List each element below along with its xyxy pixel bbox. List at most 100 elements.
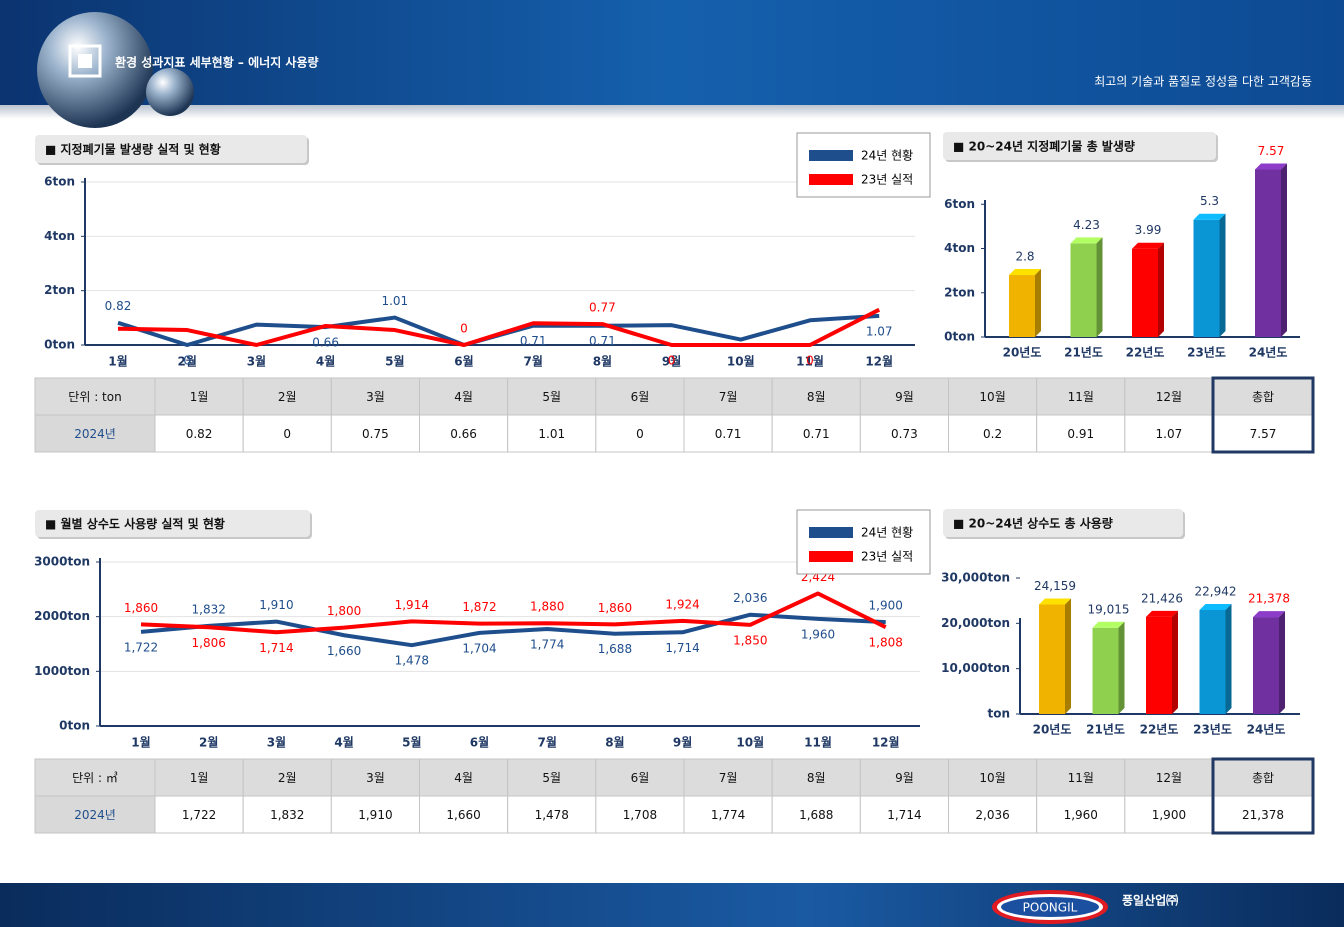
- bar-front: [1146, 616, 1172, 714]
- panel-title: ■ 월별 상수도 사용량 실적 및 현황: [45, 516, 225, 531]
- legend-swatch: [809, 174, 853, 185]
- y-tick-label: 2ton: [944, 285, 975, 299]
- bar-top: [1009, 269, 1041, 276]
- panel-title: ■ 지정폐기물 발생량 실적 및 현황: [45, 142, 221, 157]
- table-value: 0: [283, 427, 291, 441]
- bar: [1009, 269, 1041, 337]
- data-label: 1,960: [801, 627, 835, 641]
- data-label: 21,426: [1141, 591, 1183, 605]
- bar: [1146, 610, 1178, 714]
- table-value: 1,688: [799, 808, 833, 822]
- data-label: 1,660: [327, 644, 361, 658]
- x-tick-label: 5월: [385, 354, 404, 369]
- table-value: 0.91: [1067, 427, 1094, 441]
- bar: [1193, 213, 1226, 337]
- table-header: 3월: [366, 390, 385, 404]
- y-tick-label: 0ton: [59, 719, 90, 733]
- bar-side: [1281, 163, 1287, 337]
- y-tick-label: 30,000ton: [941, 571, 1010, 585]
- table-header: 11월: [1068, 390, 1094, 404]
- x-tick-label: 1월: [131, 735, 150, 750]
- bar-front: [1070, 243, 1097, 337]
- table-cell: [771, 758, 861, 797]
- table-value: 1,660: [446, 808, 480, 822]
- bar: [1039, 598, 1071, 714]
- data-label: 5.3: [1200, 194, 1219, 208]
- data-label: 1,880: [530, 600, 564, 614]
- bar-top: [1039, 598, 1071, 605]
- table-cell: [330, 414, 421, 453]
- data-label: 1,800: [327, 604, 361, 618]
- table-cell: [1124, 758, 1214, 797]
- table-header: 9월: [895, 771, 914, 785]
- table-value: 1.07: [1156, 427, 1183, 441]
- table-cell: [419, 795, 509, 834]
- data-label: 19,015: [1088, 602, 1130, 616]
- y-tick-label: 10,000ton: [941, 661, 1010, 675]
- table-cell: [859, 795, 949, 834]
- bar: [1199, 603, 1232, 714]
- table-value: 21,378: [1242, 808, 1284, 822]
- bar-side: [1065, 598, 1071, 714]
- x-tick-label: 3월: [247, 354, 266, 369]
- data-label: 1,860: [598, 601, 632, 615]
- table-value: 0: [636, 427, 644, 441]
- sphere-small: [146, 68, 194, 116]
- table-value: 1,900: [1152, 808, 1186, 822]
- data-label: 0: [183, 354, 191, 368]
- table-header: 12월: [1156, 771, 1182, 785]
- table-value: 0.73: [891, 427, 918, 441]
- y-tick-label: 4ton: [44, 229, 75, 243]
- table-header: 2월: [278, 390, 297, 404]
- table-header: 6월: [631, 771, 650, 785]
- table-header: 10월: [979, 390, 1005, 404]
- data-label: 1,808: [869, 636, 903, 650]
- panel-title: ■ 20~24년 상수도 총 사용량: [953, 516, 1113, 531]
- table-cell: [683, 758, 773, 797]
- data-label: 0.71: [520, 334, 547, 348]
- bar-side: [1225, 603, 1232, 714]
- legend-label: 23년 실적: [861, 173, 913, 187]
- x-tick-label: 12월: [865, 354, 893, 369]
- table-cell: [419, 377, 509, 416]
- title-icon-inner: [78, 54, 92, 68]
- y-tick-label: 6ton: [944, 197, 975, 211]
- data-label: 22,942: [1195, 584, 1237, 598]
- panel-title-box: [35, 135, 307, 163]
- table-cell: [154, 795, 244, 834]
- y-tick-label: 20,000ton: [941, 616, 1010, 630]
- data-label: 1,924: [665, 597, 699, 611]
- table-value: 2024년: [74, 427, 116, 441]
- table-header: 1월: [190, 771, 209, 785]
- table-header: 4월: [454, 771, 473, 785]
- x-tick-label: 20년도: [1003, 346, 1042, 360]
- table-cell: [1212, 758, 1314, 797]
- series-line: [140, 612, 886, 648]
- data-label: 1,722: [124, 640, 158, 654]
- company-name: 풍일산업㈜: [1122, 893, 1178, 908]
- x-tick-label: 4월: [334, 735, 353, 750]
- data-label: 0.71: [589, 334, 616, 348]
- table-cell: [771, 795, 861, 834]
- table-value: 0.71: [803, 427, 830, 441]
- x-tick-label: 6월: [470, 735, 489, 750]
- bar-side: [1172, 610, 1178, 714]
- x-tick-label: 24년도: [1247, 723, 1286, 737]
- data-label: 1,478: [395, 654, 429, 668]
- bar-front: [1199, 609, 1226, 714]
- data-label: 0: [668, 354, 676, 368]
- data-label: 24,159: [1034, 579, 1076, 593]
- data-label: 0.82: [105, 299, 132, 313]
- data-label: 1,900: [869, 599, 903, 613]
- table-cell: [683, 377, 773, 416]
- table-cell: [242, 414, 332, 453]
- x-tick-label: 11월: [796, 354, 824, 369]
- table-cell: [948, 758, 1038, 797]
- total-outline: [1211, 757, 1315, 835]
- total-outline: [1211, 376, 1315, 454]
- x-tick-label: 21년도: [1086, 723, 1125, 737]
- bar-front: [1255, 169, 1281, 337]
- data-label: 21,378: [1248, 592, 1290, 606]
- x-tick-label: 23년도: [1193, 723, 1232, 737]
- x-tick-label: 7월: [538, 735, 557, 750]
